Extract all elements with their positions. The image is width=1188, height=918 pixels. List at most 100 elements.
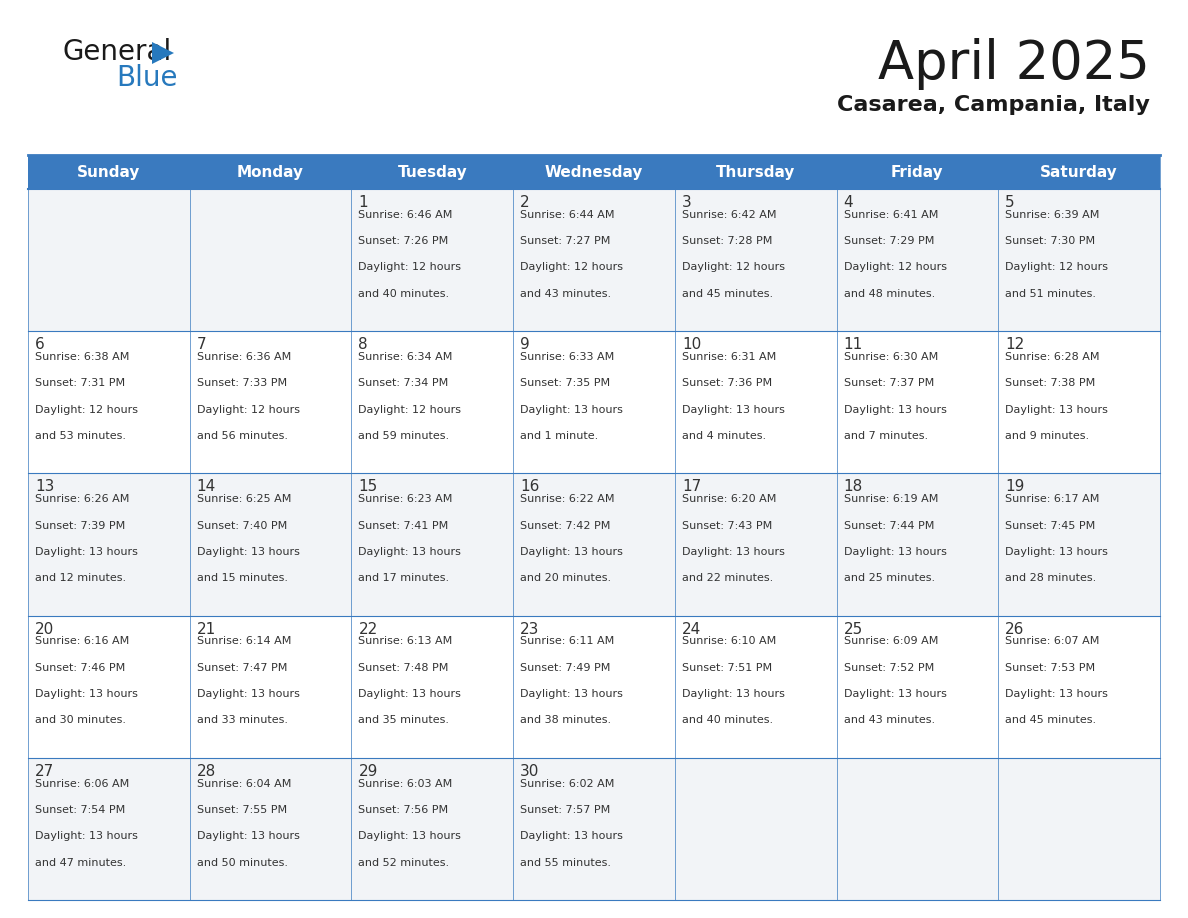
Text: Sunset: 7:33 PM: Sunset: 7:33 PM: [197, 378, 286, 388]
Text: Daylight: 12 hours: Daylight: 12 hours: [682, 263, 785, 273]
Text: Sunrise: 6:07 AM: Sunrise: 6:07 AM: [1005, 636, 1100, 646]
Bar: [513, 616, 675, 757]
Text: and 12 minutes.: and 12 minutes.: [34, 573, 126, 583]
Bar: [836, 616, 998, 757]
Bar: [998, 331, 1159, 474]
Text: and 9 minutes.: and 9 minutes.: [1005, 431, 1089, 441]
Text: Sunset: 7:42 PM: Sunset: 7:42 PM: [520, 521, 611, 531]
Text: and 30 minutes.: and 30 minutes.: [34, 715, 126, 725]
Text: Sunrise: 6:11 AM: Sunrise: 6:11 AM: [520, 636, 614, 646]
Bar: [513, 474, 675, 616]
Text: Daylight: 13 hours: Daylight: 13 hours: [682, 405, 785, 415]
Text: 9: 9: [520, 337, 530, 353]
Text: and 17 minutes.: and 17 minutes.: [359, 573, 449, 583]
Text: Sunset: 7:52 PM: Sunset: 7:52 PM: [843, 663, 934, 673]
Text: Daylight: 13 hours: Daylight: 13 hours: [359, 547, 461, 557]
Text: Sunrise: 6:03 AM: Sunrise: 6:03 AM: [359, 778, 453, 789]
Bar: [190, 331, 352, 474]
Bar: [352, 474, 513, 616]
Text: Sunset: 7:27 PM: Sunset: 7:27 PM: [520, 236, 611, 246]
Text: 11: 11: [843, 337, 862, 353]
Text: 4: 4: [843, 195, 853, 210]
Bar: [836, 189, 998, 331]
Text: and 1 minute.: and 1 minute.: [520, 431, 599, 441]
Bar: [29, 757, 190, 900]
Text: Sunset: 7:56 PM: Sunset: 7:56 PM: [359, 805, 449, 815]
Text: 27: 27: [34, 764, 55, 778]
Text: Sunset: 7:31 PM: Sunset: 7:31 PM: [34, 378, 125, 388]
Text: Sunrise: 6:42 AM: Sunrise: 6:42 AM: [682, 210, 776, 219]
Text: 20: 20: [34, 621, 55, 636]
Text: Sunrise: 6:19 AM: Sunrise: 6:19 AM: [843, 494, 939, 504]
Bar: [998, 757, 1159, 900]
Text: Sunrise: 6:44 AM: Sunrise: 6:44 AM: [520, 210, 614, 219]
Text: 5: 5: [1005, 195, 1015, 210]
Bar: [998, 616, 1159, 757]
Text: Daylight: 13 hours: Daylight: 13 hours: [843, 689, 947, 700]
Text: 2: 2: [520, 195, 530, 210]
Text: Daylight: 13 hours: Daylight: 13 hours: [520, 689, 623, 700]
Text: Sunset: 7:35 PM: Sunset: 7:35 PM: [520, 378, 611, 388]
Text: General: General: [62, 38, 171, 66]
Text: and 43 minutes.: and 43 minutes.: [843, 715, 935, 725]
Bar: [190, 474, 352, 616]
Text: Sunset: 7:43 PM: Sunset: 7:43 PM: [682, 521, 772, 531]
Text: 12: 12: [1005, 337, 1024, 353]
Text: 21: 21: [197, 621, 216, 636]
Text: and 25 minutes.: and 25 minutes.: [843, 573, 935, 583]
Text: Daylight: 13 hours: Daylight: 13 hours: [34, 832, 138, 841]
Text: Daylight: 13 hours: Daylight: 13 hours: [520, 405, 623, 415]
Text: Daylight: 13 hours: Daylight: 13 hours: [1005, 405, 1108, 415]
Bar: [352, 616, 513, 757]
Text: Sunset: 7:41 PM: Sunset: 7:41 PM: [359, 521, 449, 531]
Text: 23: 23: [520, 621, 539, 636]
Text: Daylight: 13 hours: Daylight: 13 hours: [197, 689, 299, 700]
Bar: [513, 331, 675, 474]
Text: 17: 17: [682, 479, 701, 495]
Bar: [29, 474, 190, 616]
Text: and 51 minutes.: and 51 minutes.: [1005, 289, 1097, 298]
Text: and 56 minutes.: and 56 minutes.: [197, 431, 287, 441]
Bar: [29, 155, 1159, 189]
Text: Daylight: 12 hours: Daylight: 12 hours: [843, 263, 947, 273]
Text: Sunset: 7:46 PM: Sunset: 7:46 PM: [34, 663, 125, 673]
Text: Sunrise: 6:28 AM: Sunrise: 6:28 AM: [1005, 352, 1100, 362]
Text: Daylight: 13 hours: Daylight: 13 hours: [843, 547, 947, 557]
Text: Sunrise: 6:17 AM: Sunrise: 6:17 AM: [1005, 494, 1100, 504]
Text: and 4 minutes.: and 4 minutes.: [682, 431, 766, 441]
Text: Sunrise: 6:26 AM: Sunrise: 6:26 AM: [34, 494, 129, 504]
Bar: [836, 757, 998, 900]
Text: and 28 minutes.: and 28 minutes.: [1005, 573, 1097, 583]
Bar: [513, 189, 675, 331]
Text: and 40 minutes.: and 40 minutes.: [359, 289, 449, 298]
Text: 26: 26: [1005, 621, 1025, 636]
Bar: [998, 189, 1159, 331]
Text: and 38 minutes.: and 38 minutes.: [520, 715, 612, 725]
Bar: [190, 189, 352, 331]
Text: Sunrise: 6:30 AM: Sunrise: 6:30 AM: [843, 352, 937, 362]
Text: Casarea, Campania, Italy: Casarea, Campania, Italy: [838, 95, 1150, 115]
Text: Sunset: 7:37 PM: Sunset: 7:37 PM: [843, 378, 934, 388]
Text: and 33 minutes.: and 33 minutes.: [197, 715, 287, 725]
Bar: [675, 474, 836, 616]
Text: Wednesday: Wednesday: [545, 164, 643, 180]
Text: and 50 minutes.: and 50 minutes.: [197, 857, 287, 868]
Bar: [513, 757, 675, 900]
Bar: [190, 757, 352, 900]
Bar: [836, 331, 998, 474]
Text: Sunrise: 6:06 AM: Sunrise: 6:06 AM: [34, 778, 129, 789]
Text: Sunset: 7:53 PM: Sunset: 7:53 PM: [1005, 663, 1095, 673]
Text: 13: 13: [34, 479, 55, 495]
Text: 30: 30: [520, 764, 539, 778]
Bar: [29, 616, 190, 757]
Text: 16: 16: [520, 479, 539, 495]
Bar: [352, 189, 513, 331]
Text: Sunrise: 6:46 AM: Sunrise: 6:46 AM: [359, 210, 453, 219]
Text: Sunrise: 6:34 AM: Sunrise: 6:34 AM: [359, 352, 453, 362]
Text: Daylight: 13 hours: Daylight: 13 hours: [682, 547, 785, 557]
Text: Sunset: 7:26 PM: Sunset: 7:26 PM: [359, 236, 449, 246]
Text: Sunset: 7:49 PM: Sunset: 7:49 PM: [520, 663, 611, 673]
Text: Sunset: 7:47 PM: Sunset: 7:47 PM: [197, 663, 287, 673]
Bar: [352, 331, 513, 474]
Text: Blue: Blue: [116, 64, 177, 92]
